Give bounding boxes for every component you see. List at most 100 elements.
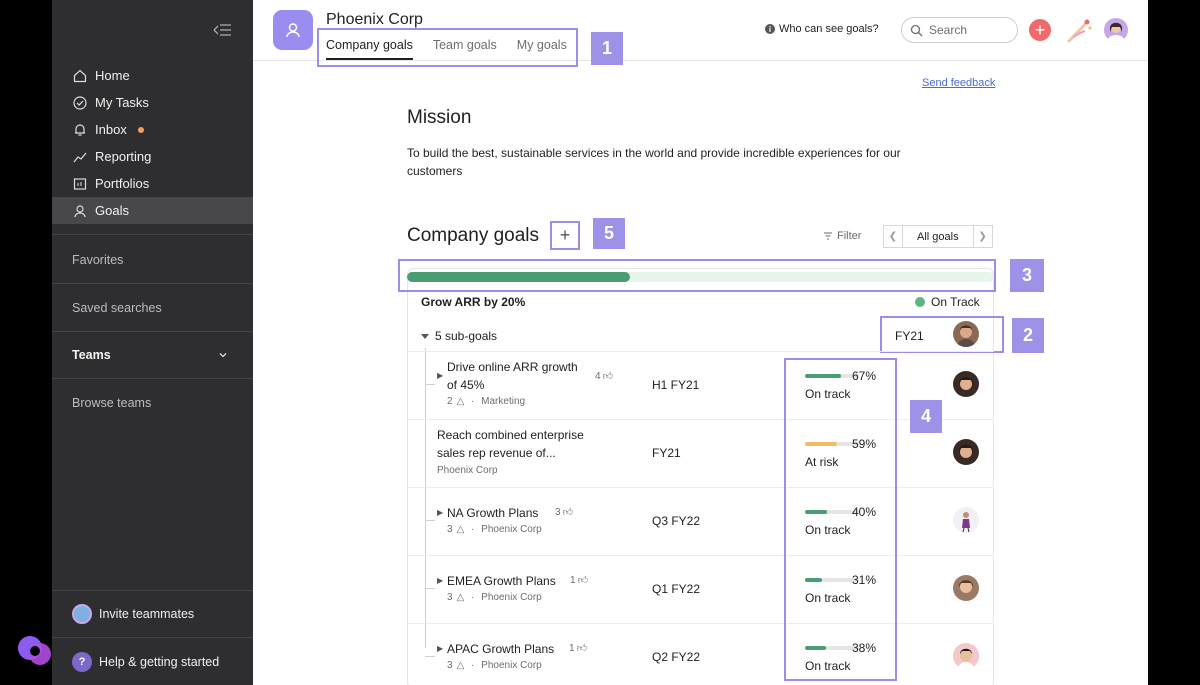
likes-count[interactable]: 1 👍︎ (570, 574, 589, 587)
subgoal-progress-fill (805, 510, 827, 514)
chevron-left-icon[interactable]: ❮ (883, 225, 903, 248)
comment-count: 2 (447, 396, 453, 407)
table-row[interactable]: ▶ Drive online ARR growth of 45% 4 👍︎ 2 … (407, 351, 994, 419)
quick-add-button[interactable]: + (1029, 19, 1051, 41)
company-goals-heading: Company goals (407, 225, 540, 246)
likes-count[interactable]: 3 👍︎ (555, 506, 573, 519)
table-row[interactable]: ▶ NA Growth Plans 3 👍︎ 3 △ · Phoenix Cor… (407, 487, 994, 555)
invite-label: Invite teammates (99, 607, 195, 621)
trend-icon (72, 149, 88, 165)
caret-right-icon[interactable]: ▶ (437, 644, 444, 653)
owner-avatar[interactable] (953, 643, 979, 669)
likes-value: 1 (569, 642, 575, 654)
subgoal-progress-fill (805, 578, 822, 582)
mission-text[interactable]: To build the best, sustainable services … (407, 146, 901, 178)
celebration-icon[interactable] (1065, 17, 1093, 45)
sidebar-item-portfolios[interactable]: Portfolios (52, 170, 253, 197)
goal-card (407, 268, 994, 685)
sidebar-item-reporting[interactable]: Reporting (52, 143, 253, 170)
table-row[interactable]: ▶ EMEA Growth Plans 1 👍︎ 3 △ · Phoenix C… (407, 555, 994, 623)
sidebar-nav: Home My Tasks Inbox Reporting Portfol (52, 62, 253, 224)
caret-right-icon[interactable]: ▶ (437, 371, 444, 380)
invite-teammates-button[interactable]: Invite teammates (72, 604, 194, 624)
send-feedback-link[interactable]: Send feedback (922, 77, 996, 89)
sidebar-item-my-tasks[interactable]: My Tasks (52, 89, 253, 116)
goal-progress-fill (407, 272, 631, 282)
owner-avatar[interactable] (953, 321, 979, 347)
browse-teams-link[interactable]: Browse teams (72, 396, 152, 410)
annotation-box-1 (317, 28, 578, 67)
goal-pager: ❮ All goals ❯ (883, 225, 993, 248)
goal-period: FY21 (895, 329, 924, 343)
owner-avatar[interactable] (953, 439, 979, 465)
search-input[interactable]: Search (901, 17, 1018, 43)
subgoal-meta: 2 △ · Marketing (447, 396, 525, 407)
subgoal-meta: Phoenix Corp (437, 465, 498, 476)
subgoal-team: Phoenix Corp (437, 465, 498, 476)
table-row[interactable]: ▶ APAC Growth Plans 1 👍︎ 3 △ · Phoenix C… (407, 623, 994, 685)
caret-right-icon[interactable]: ▶ (437, 576, 444, 585)
annotation-badge-4: 4 (910, 400, 942, 433)
annotation-badge-5: 5 (593, 218, 625, 249)
chevron-right-icon[interactable]: ❯ (972, 225, 993, 248)
tab-company-goals[interactable]: Company goals (326, 38, 413, 60)
subgoal-title: Drive online ARR growth of 45% (447, 358, 578, 394)
goal-title[interactable]: Grow ARR by 20% (421, 295, 526, 309)
subgoal-team: Phoenix Corp (481, 524, 542, 535)
caret-right-icon[interactable]: ▶ (437, 508, 444, 517)
tab-team-goals[interactable]: Team goals (432, 38, 497, 52)
who-can-see-link[interactable]: i Who can see goals? (765, 23, 879, 35)
subgoal-title-line: of 45% (447, 378, 485, 392)
owner-avatar[interactable] (953, 575, 979, 601)
pager-label[interactable]: All goals (903, 225, 973, 248)
divider (52, 378, 253, 379)
subgoal-title-line: NA Growth Plans (447, 506, 539, 520)
comment-count: 3 (447, 660, 453, 671)
collapse-sidebar-icon[interactable] (212, 22, 232, 38)
add-goal-button[interactable]: + (559, 224, 571, 245)
chevron-down-icon[interactable] (218, 350, 228, 360)
subgoal-title: EMEA Growth Plans (447, 572, 556, 590)
subgoals-toggle[interactable]: 5 sub-goals (421, 329, 497, 343)
check-circle-icon (72, 95, 88, 111)
likes-count[interactable]: 4 👍︎ (595, 370, 614, 383)
owner-avatar[interactable] (953, 371, 979, 397)
tree-branch (425, 384, 435, 385)
triangle-icon: △ (456, 396, 465, 407)
subgoal-percent: 59% (852, 437, 877, 451)
subgoal-progress-bar (805, 374, 859, 378)
filter-icon (824, 232, 832, 240)
annotation-box-2 (880, 316, 1004, 353)
help-button[interactable]: ? Help & getting started (72, 652, 219, 672)
unread-dot (137, 126, 144, 133)
favorites-heading[interactable]: Favorites (72, 253, 124, 267)
table-row[interactable]: Reach combined enterprise sales rep reve… (407, 419, 994, 487)
bell-icon (72, 122, 88, 138)
thumbs-up-icon: 👍︎ (577, 575, 589, 586)
tree-branch (425, 656, 435, 657)
sidebar-item-home[interactable]: Home (52, 62, 253, 89)
saved-searches-heading[interactable]: Saved searches (72, 301, 162, 315)
filter-button[interactable]: Filter (823, 230, 861, 242)
subgoal-progress-bar (805, 510, 859, 514)
subgoal-period: Q2 FY22 (652, 650, 701, 664)
sidebar-item-label: Inbox (95, 122, 127, 137)
tab-my-goals[interactable]: My goals (516, 38, 567, 52)
teams-heading[interactable]: Teams (72, 348, 111, 362)
owner-avatar[interactable] (953, 507, 979, 533)
subgoal-title-line: Reach combined enterprise (437, 428, 584, 442)
meta-separator: · (468, 396, 478, 407)
main-panel: Phoenix Corp Company goals Team goals My… (253, 0, 1148, 685)
subgoals-label: 5 sub-goals (435, 329, 498, 343)
sidebar-item-inbox[interactable]: Inbox (52, 116, 253, 143)
sidebar-item-goals[interactable]: Goals (52, 197, 253, 224)
help-icon: ? (72, 652, 92, 672)
meta-separator: · (468, 592, 478, 603)
triangle-icon: △ (456, 524, 465, 535)
goal-status-label: On Track (931, 295, 980, 309)
mission-heading: Mission (407, 107, 472, 128)
likes-count[interactable]: 1 👍︎ (569, 642, 587, 655)
user-avatar[interactable] (1104, 18, 1128, 42)
thumbs-up-icon: 👍︎ (602, 371, 614, 382)
divider (52, 590, 253, 591)
